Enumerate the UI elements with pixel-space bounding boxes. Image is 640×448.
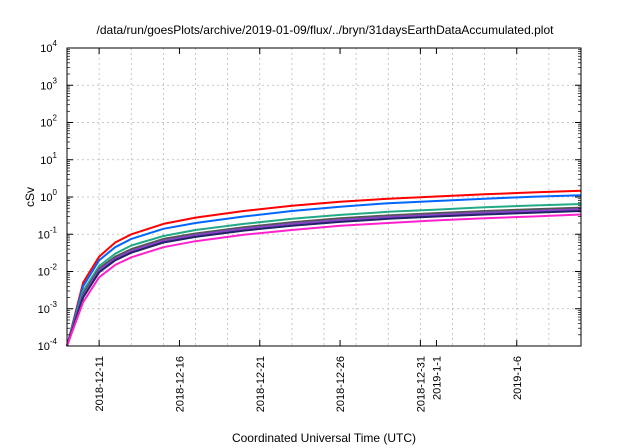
y-tick-base: 10 xyxy=(40,192,52,204)
series-line xyxy=(66,206,582,347)
x-tick-label: 2018-12-21 xyxy=(255,356,267,412)
y-tick-label: 103 xyxy=(40,76,57,92)
y-tick-label: 104 xyxy=(40,39,57,55)
y-tick-exponent: -4 xyxy=(50,337,58,346)
y-tick-exponent: -1 xyxy=(50,225,58,234)
y-tick-base: 10 xyxy=(38,341,50,353)
x-tick-label: 2018-12-31 xyxy=(415,356,427,412)
y-tick-label: 10-3 xyxy=(38,300,58,316)
x-tick-label: 2018-12-26 xyxy=(335,356,347,412)
y-tick-exponent: 4 xyxy=(53,39,58,48)
series-group xyxy=(66,189,582,347)
y-tick-label: 10-2 xyxy=(38,263,58,279)
y-tick-base: 10 xyxy=(40,155,52,167)
y-tick-label: 10-1 xyxy=(38,225,58,241)
grid xyxy=(67,48,581,346)
y-tick-exponent: 2 xyxy=(53,114,58,123)
series-line xyxy=(66,203,582,347)
y-tick-label: 100 xyxy=(40,188,57,204)
y-tick-base: 10 xyxy=(40,43,52,55)
y-tick-exponent: 3 xyxy=(53,76,58,85)
series-line xyxy=(66,210,582,347)
x-axis: 2018-12-11 2018-12-16 2018-12-21 2018-12-26… xyxy=(94,48,524,412)
y-tick-base: 10 xyxy=(40,118,52,130)
y-tick-exponent: 1 xyxy=(53,151,58,160)
y-tick-label: 102 xyxy=(40,114,57,130)
y-tick-base: 10 xyxy=(38,267,50,279)
chart-title: /data/run/goesPlots/archive/2019-01-09/f… xyxy=(97,23,555,37)
y-tick-label: 10-4 xyxy=(38,337,58,353)
y-tick-label: 101 xyxy=(40,151,57,167)
y-axis-label: cSv xyxy=(23,187,37,207)
x-tick-label: 2018-12-16 xyxy=(174,356,186,412)
y-tick-exponent: -2 xyxy=(50,263,58,272)
y-tick-base: 10 xyxy=(40,80,52,92)
series-line xyxy=(66,194,582,347)
x-tick-label: 2019-1-1 xyxy=(431,356,443,400)
series-line xyxy=(66,189,582,347)
x-axis-label: Coordinated Universal Time (UTC) xyxy=(232,431,416,445)
y-tick-exponent: 0 xyxy=(53,188,58,197)
x-tick-label: 2018-12-11 xyxy=(94,356,106,411)
x-tick-label: 2019-1-6 xyxy=(512,356,524,400)
y-tick-base: 10 xyxy=(38,229,50,241)
y-tick-exponent: -3 xyxy=(50,300,58,309)
series-line xyxy=(66,213,582,347)
series-line xyxy=(66,208,582,347)
y-tick-base: 10 xyxy=(38,304,50,316)
